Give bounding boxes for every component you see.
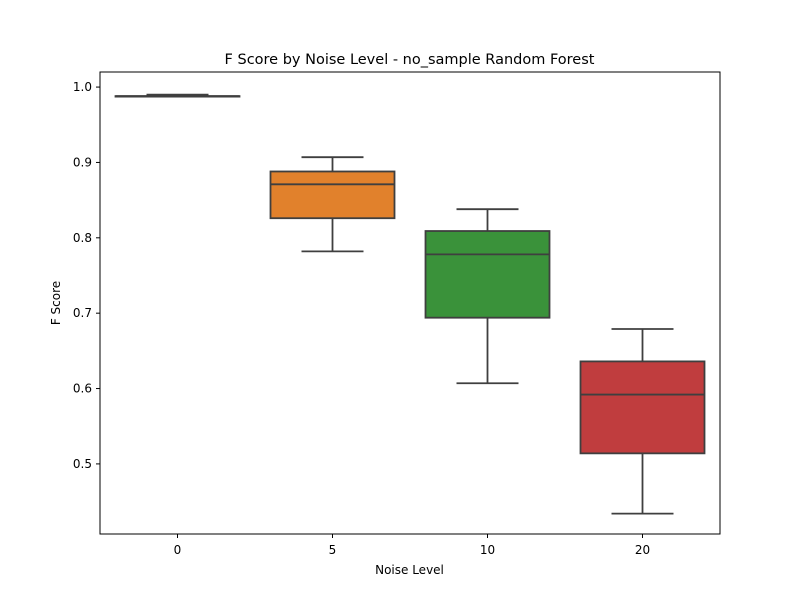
- y-axis: 0.5 0.6 0.7 0.8 0.9 1.0: [73, 80, 100, 471]
- box-5: [269, 156, 396, 253]
- x-tick-label: 5: [329, 543, 337, 557]
- box-group: [114, 93, 706, 515]
- x-axis-label: Noise Level: [375, 563, 444, 577]
- x-tick-label: 20: [635, 543, 650, 557]
- chart-title: F Score by Noise Level - no_sample Rando…: [225, 52, 595, 68]
- box-iqr: [269, 170, 396, 220]
- y-tick-label: 1.0: [73, 80, 92, 94]
- box-10: [424, 208, 551, 385]
- y-tick-label: 0.6: [73, 382, 92, 396]
- x-tick-label: 0: [174, 543, 182, 557]
- y-tick-label: 0.8: [73, 231, 92, 245]
- box-iqr: [424, 230, 551, 319]
- x-axis: 0 5 10 20: [174, 534, 650, 557]
- plot-frame: [99, 71, 721, 535]
- y-tick-label: 0.5: [73, 457, 92, 471]
- y-tick-label: 0.7: [73, 306, 92, 320]
- y-axis-label: F Score: [49, 281, 63, 325]
- y-tick-label: 0.9: [73, 155, 92, 169]
- box-20: [579, 328, 706, 515]
- box-0: [114, 93, 241, 98]
- x-tick-label: 10: [480, 543, 495, 557]
- box-iqr: [579, 360, 706, 455]
